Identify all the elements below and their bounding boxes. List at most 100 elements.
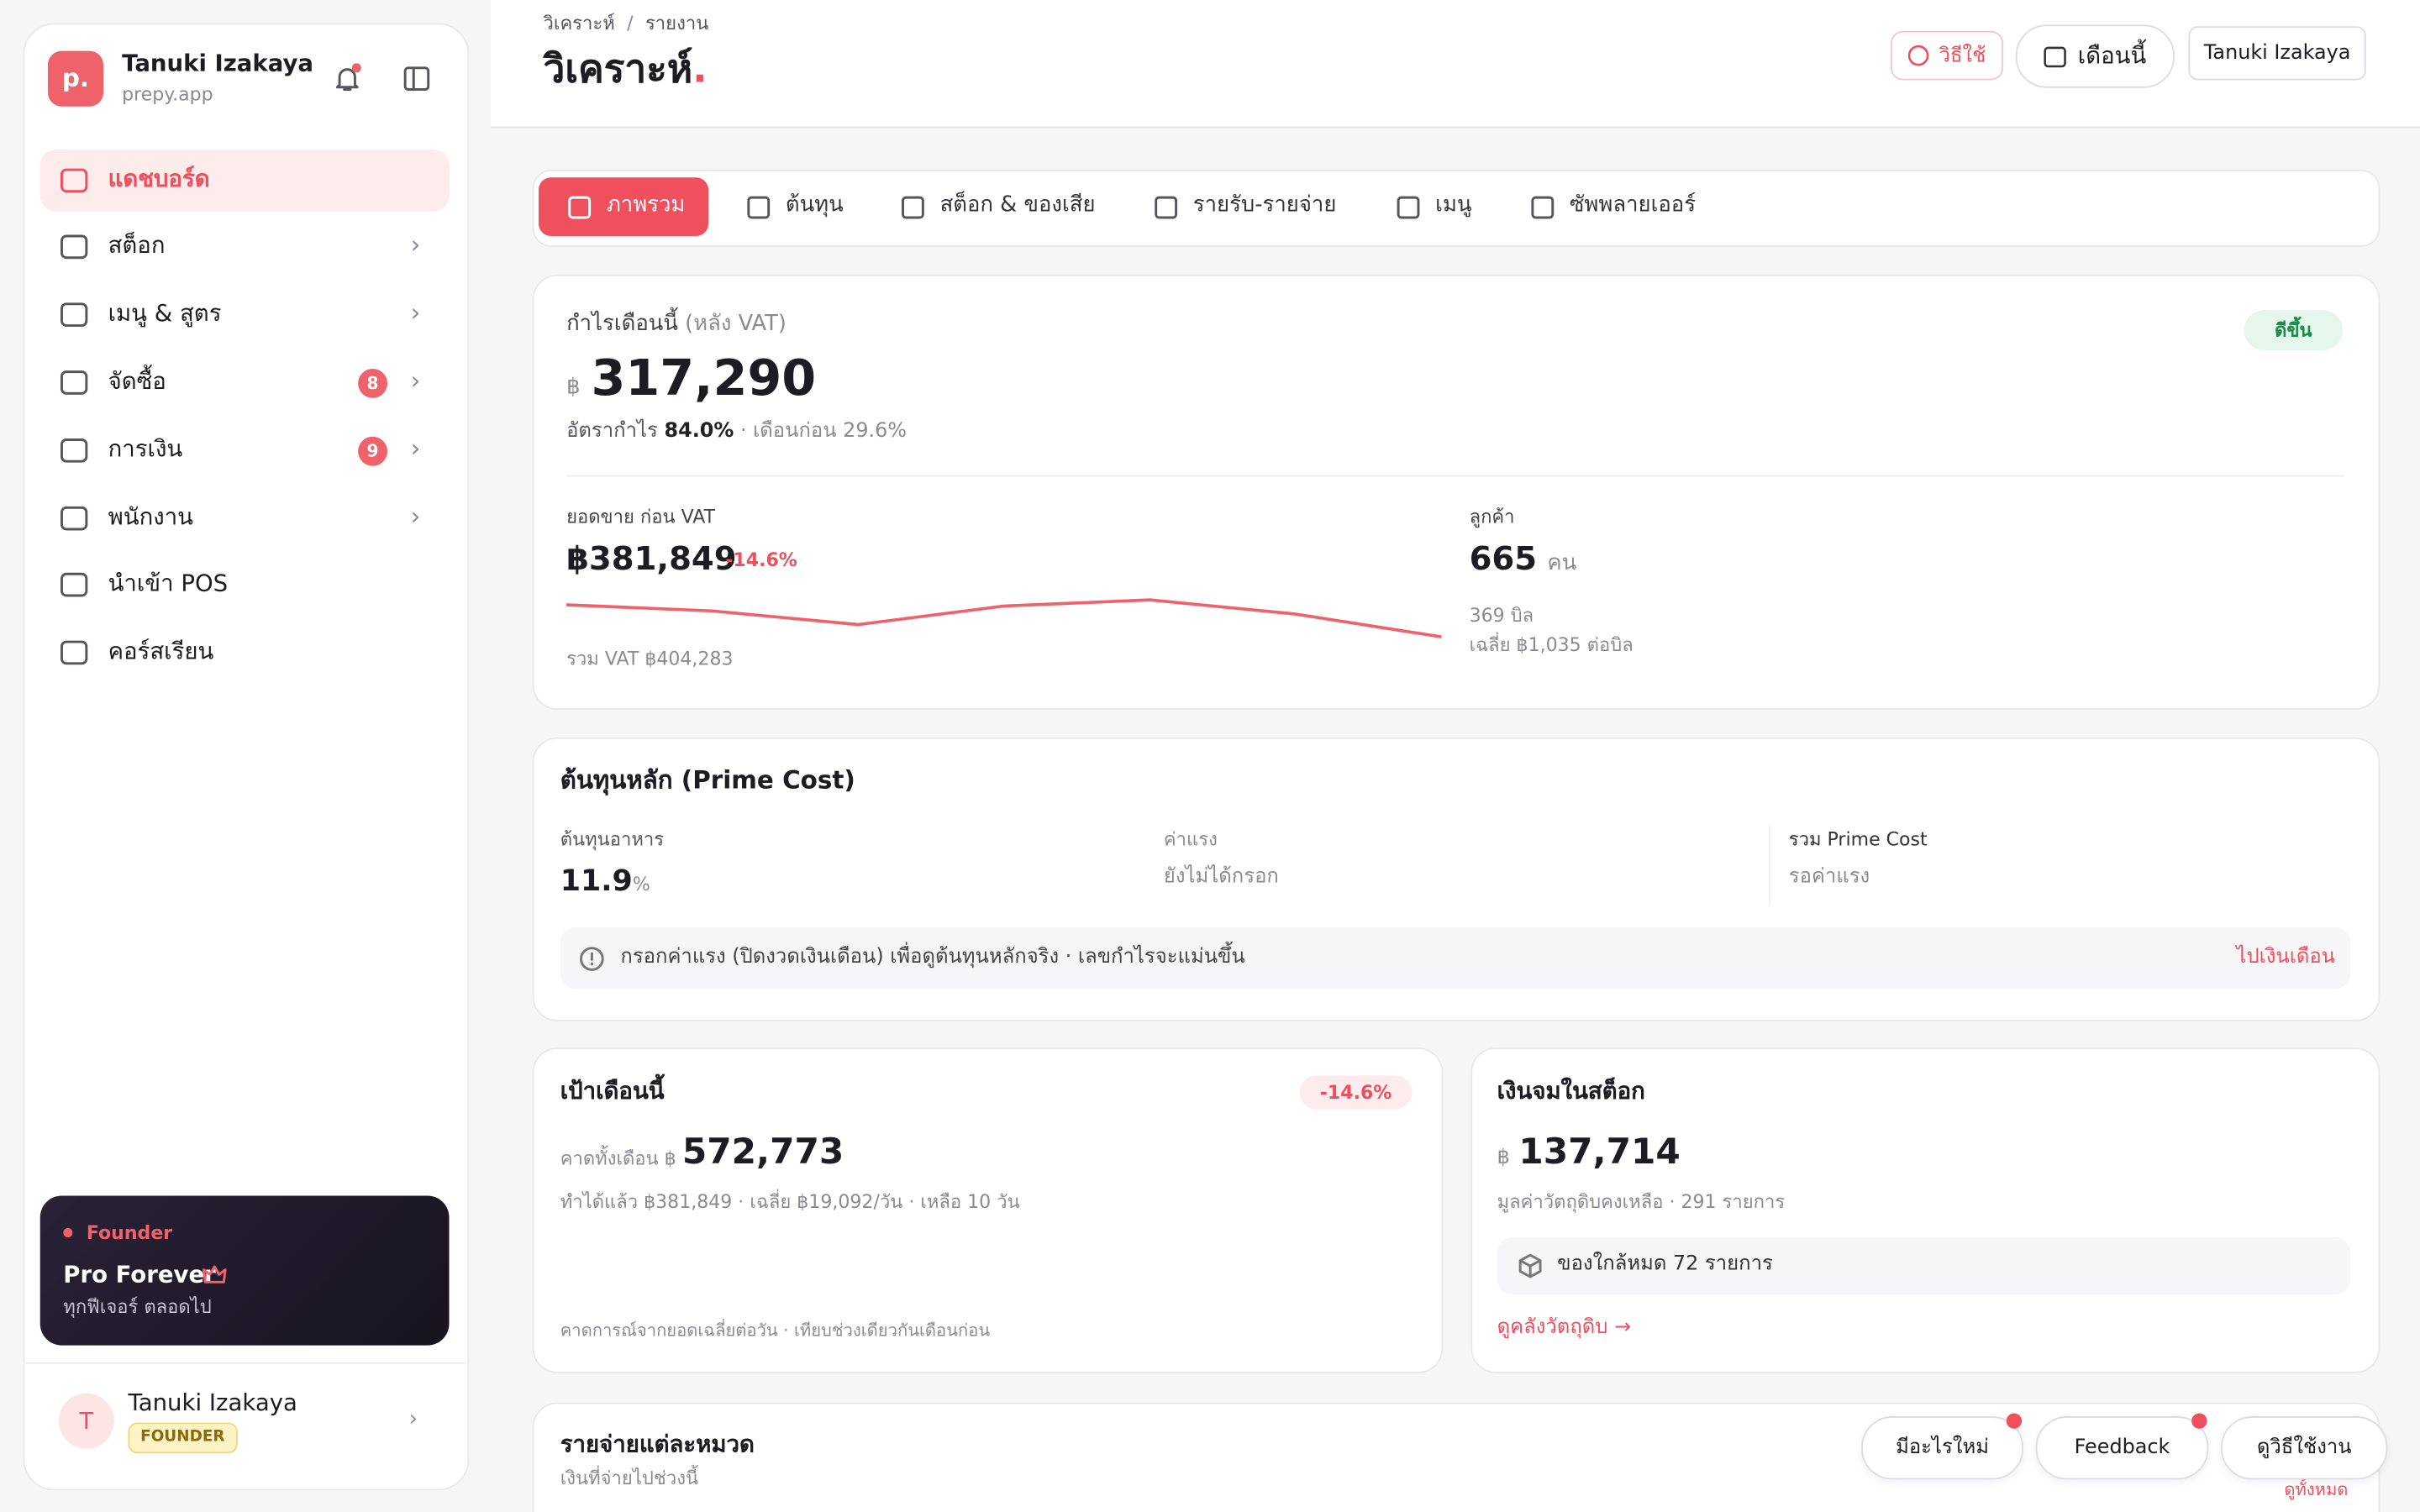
- divider: [1768, 825, 1770, 906]
- icon-shape: [60, 572, 88, 597]
- profit-card: [532, 274, 2381, 710]
- profit-label: กำไรเดือนนี้ (หลัง VAT): [566, 313, 786, 335]
- icon-shape: [1155, 196, 1178, 219]
- tab-label[interactable]: รายรับ-รายจ่าย: [1192, 192, 1337, 218]
- collapse-sidebar-button[interactable]: [402, 65, 430, 92]
- note: (หลัง VAT): [685, 312, 786, 337]
- margin-label: อัตรากำไร: [566, 419, 658, 444]
- total-value: รอค่าแรง: [1788, 865, 1870, 889]
- prev-margin: · เดือนก่อน 29.6%: [739, 419, 908, 444]
- icon-shape: [60, 640, 88, 665]
- new-dot: [2191, 1413, 2207, 1429]
- stock-link[interactable]: ดูคลังวัตถุดิบ →: [1497, 1315, 1632, 1340]
- brand-name: Tanuki Izakaya: [122, 49, 314, 77]
- user-name: Tanuki Izakaya: [128, 1389, 297, 1417]
- plan-card[interactable]: [39, 1195, 450, 1346]
- sparkline-path: [566, 598, 1442, 639]
- target-change: -14.6%: [1299, 1075, 1413, 1110]
- plan-subtitle: ทุกฟีเจอร์ ตลอดไป: [63, 1295, 212, 1318]
- box-icon: [1518, 1253, 1542, 1278]
- feedback-button[interactable]: Feedback: [2035, 1416, 2209, 1480]
- nav-label[interactable]: จัดซื้อ: [108, 367, 166, 396]
- nav-label[interactable]: คอร์สเรียน: [108, 637, 214, 665]
- chevron[interactable]: ›: [408, 1407, 418, 1432]
- info-icon: [580, 947, 604, 971]
- nav-label[interactable]: แดชบอร์ด: [108, 165, 210, 193]
- food-value: 11.9%: [560, 864, 650, 898]
- help-button[interactable]: วิธีใช้: [1891, 30, 2004, 81]
- tab-icon: [1531, 196, 1555, 219]
- title-text: วิเคราะห์: [543, 46, 693, 92]
- nav-badge: 9: [358, 436, 388, 466]
- crown-icon: [202, 1265, 227, 1284]
- tab-label[interactable]: ภาพรวม: [606, 192, 686, 218]
- profit-value: 317,290: [591, 349, 817, 407]
- nav-chevron: ›: [410, 229, 421, 260]
- target-card: [532, 1047, 1444, 1373]
- tab-label[interactable]: สต็อก & ของเสีย: [939, 192, 1096, 218]
- nav-active-bg: [39, 150, 450, 212]
- nav-chevron: ›: [410, 433, 421, 464]
- nav-chevron: ›: [410, 297, 421, 328]
- tab-label[interactable]: เมนู: [1435, 192, 1472, 218]
- icon-shape: [902, 196, 924, 219]
- nav-label[interactable]: เมนู & สูตร: [108, 299, 222, 328]
- nav-label[interactable]: พนักงาน: [108, 502, 194, 531]
- tab-label[interactable]: ต้นทุน: [785, 192, 844, 218]
- crumb[interactable]: วิเคราะห์: [543, 12, 615, 34]
- brand-logo: p.: [47, 50, 104, 107]
- account-button[interactable]: Tanuki Izakaya: [2188, 26, 2366, 81]
- nav-chevron: ›: [410, 365, 421, 396]
- currency: ฿: [566, 375, 581, 400]
- nav-label[interactable]: การเงิน: [108, 434, 183, 464]
- sales-label: ยอดขาย ก่อน VAT: [566, 506, 716, 528]
- notice-link[interactable]: ไปเงินเดือน: [2236, 945, 2336, 969]
- help-label: วิธีใช้: [1939, 44, 1986, 67]
- nav-badge: 8: [358, 368, 388, 398]
- icon-shape: [1397, 196, 1420, 219]
- user-role: FOUNDER: [128, 1422, 238, 1454]
- notice-text: กรอกค่าแรง (ปิดงวดเงินเดือน) เพื่อดูต้นท…: [620, 945, 1245, 969]
- target-title: เป้าเดือนนี้: [560, 1077, 665, 1105]
- nav-icon: [60, 234, 88, 260]
- nav-label[interactable]: นำเข้า POS: [108, 569, 229, 597]
- nav-label[interactable]: สต็อก: [108, 231, 166, 260]
- period-label: เดือนนี้: [2077, 41, 2147, 70]
- guide-button[interactable]: ดูวิธีใช้งาน: [2221, 1416, 2388, 1480]
- unit: %: [632, 873, 650, 895]
- breadcrumb: วิเคราะห์ / รายงาน: [544, 14, 709, 33]
- label: กำไรเดือนนี้: [566, 312, 678, 337]
- period-button[interactable]: เดือนนี้: [2015, 24, 2175, 88]
- notification-button[interactable]: [332, 63, 363, 94]
- plan-dot: [63, 1228, 73, 1238]
- expenses-title: รายจ่ายแต่ละหมวด: [560, 1430, 755, 1458]
- currency: ฿: [664, 1147, 676, 1170]
- nav-icon: [60, 506, 88, 531]
- customers-label: ลูกค้า: [1469, 506, 1515, 528]
- nav-icon: [60, 640, 88, 665]
- tab-label[interactable]: ซัพพลายเออร์: [1569, 192, 1697, 218]
- margin-value: 84.0%: [664, 419, 734, 444]
- tab-icon: [1397, 196, 1420, 219]
- nav-icon: [60, 302, 88, 328]
- calendar-icon: [2044, 46, 2067, 68]
- icon-shape: [60, 234, 88, 260]
- stock-card: [1470, 1047, 2381, 1373]
- icon-shape: [60, 438, 88, 463]
- stock-title: เงินจมในสต็อก: [1497, 1077, 1645, 1105]
- value: 11.9: [560, 864, 633, 898]
- icon-shape: [568, 196, 592, 219]
- count: 665: [1469, 539, 1538, 577]
- sales-value: ฿381,849: [566, 539, 737, 577]
- plan-title: Pro Forever: [63, 1260, 216, 1289]
- target-label: คาดทั้งเดือน ฿: [560, 1149, 676, 1168]
- divider: [23, 1362, 466, 1364]
- plan-tag: Founder: [86, 1221, 173, 1244]
- whats-new-button[interactable]: มีอะไรใหม่: [1861, 1416, 2023, 1480]
- avg-bill: เฉลี่ย ฿1,035 ต่อบิล: [1469, 633, 1634, 656]
- margin: อัตรากำไร 84.0% · เดือนก่อน 29.6%: [566, 421, 907, 441]
- expenses-link[interactable]: ดูทั้งหมด: [2284, 1479, 2349, 1500]
- target-value: 572,773: [681, 1132, 844, 1173]
- stock-detail: มูลค่าวัตถุดิบคงเหลือ · 291 รายการ: [1497, 1190, 1786, 1213]
